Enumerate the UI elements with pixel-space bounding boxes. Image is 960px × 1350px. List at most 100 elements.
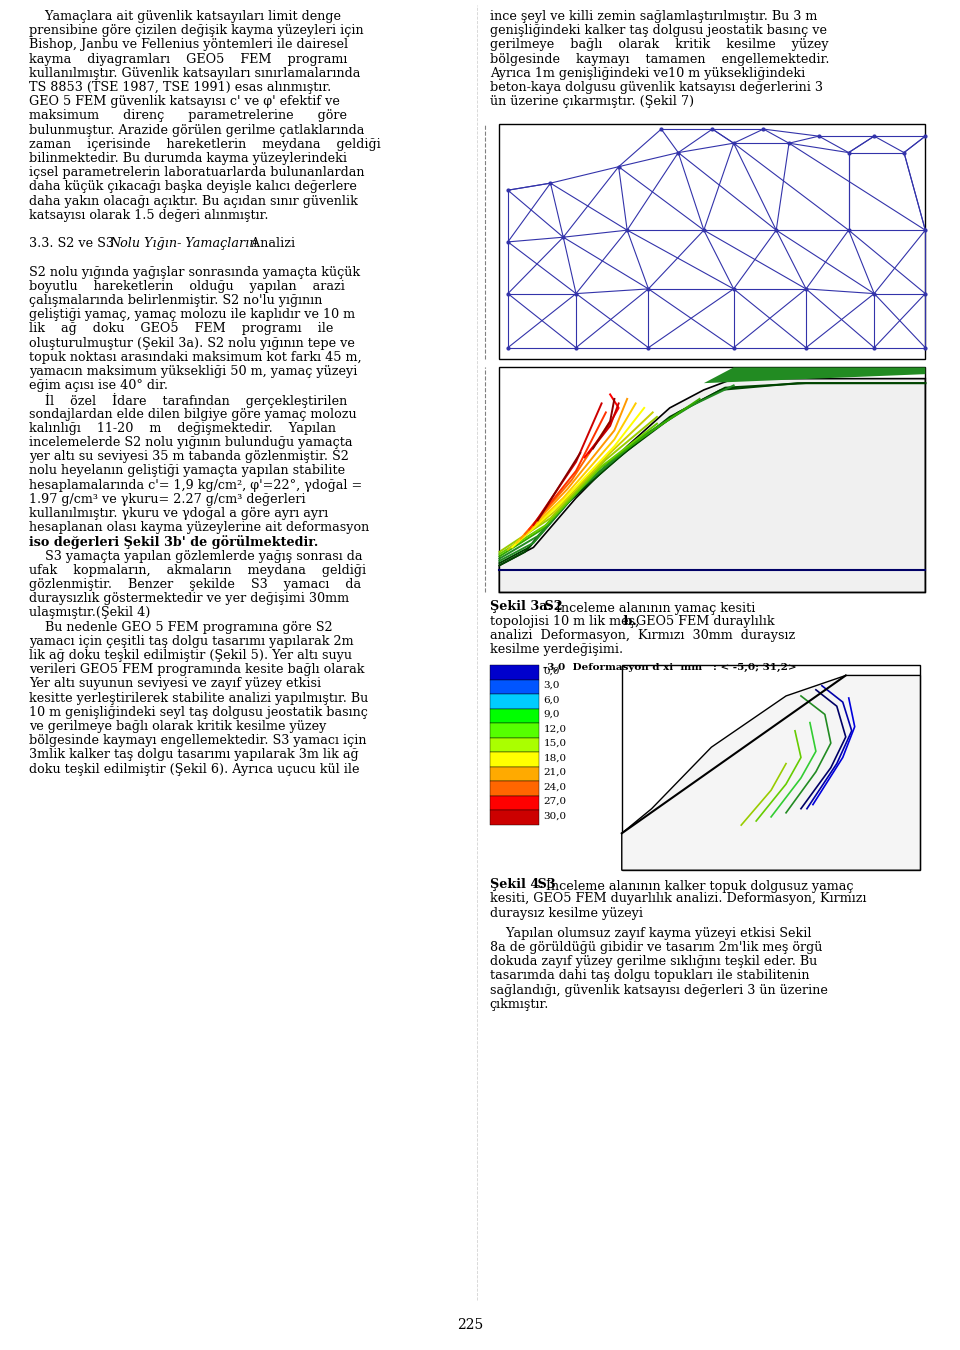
Text: Yamaçlara ait güvenlik katsayıları limit denge: Yamaçlara ait güvenlik katsayıları limit… [30, 9, 342, 23]
Bar [490, 709, 539, 724]
Text: maksimum      direnç      parametrelerine      göre: maksimum direnç parametrelerine göre [30, 109, 348, 123]
Polygon shape [622, 675, 921, 871]
Polygon shape [704, 367, 925, 383]
Bar [490, 694, 539, 709]
Text: kesitte yerleştirilerek stabilite analizi yapılmıştır. Bu: kesitte yerleştirilerek stabilite analiz… [30, 691, 369, 705]
Text: 15,0: 15,0 [543, 738, 566, 748]
Text: Nolu Yığın- Yamaçların: Nolu Yığın- Yamaçların [109, 238, 258, 250]
Text: oluşturulmuştur (Şekil 3a). S2 nolu yığının tepe ve: oluşturulmuştur (Şekil 3a). S2 nolu yığı… [30, 336, 355, 350]
Text: 12,0: 12,0 [543, 724, 566, 733]
Text: nolu heyelanın geliştiği yamaçta yapılan stabilite: nolu heyelanın geliştiği yamaçta yapılan… [30, 464, 346, 478]
Text: doku teşkil edilmiştir (Şekil 6). Ayrıca uçucu kül ile: doku teşkil edilmiştir (Şekil 6). Ayrıca… [30, 763, 360, 776]
Text: daha küçük çıkacağı başka deyişle kalıcı değerlere: daha küçük çıkacağı başka deyişle kalıcı… [30, 181, 357, 193]
Text: hesaplamalarında c'= 1,9 kg/cm², φ'=22°, γdoğal =: hesaplamalarında c'= 1,9 kg/cm², φ'=22°,… [30, 479, 363, 491]
Text: dokuda zayıf yüzey gerilme sıklığını teşkil eder. Bu: dokuda zayıf yüzey gerilme sıklığını teş… [490, 956, 817, 968]
Text: analizi  Deformasyon,  Kırmızı  30mm  duraysız: analizi Deformasyon, Kırmızı 30mm durays… [490, 629, 795, 641]
Text: 0,0: 0,0 [543, 666, 560, 675]
Text: bölgesinde    kaymayı    tamamen    engellemektedir.: bölgesinde kaymayı tamamen engellemekted… [490, 53, 829, 66]
Text: bulunmuştur. Arazide görülen gerilme çatlaklarında: bulunmuştur. Arazide görülen gerilme çat… [30, 124, 365, 136]
Text: ulaşmıştır.(Şekil 4): ulaşmıştır.(Şekil 4) [30, 606, 151, 620]
Text: 27,0: 27,0 [543, 796, 566, 806]
Text: S3: S3 [533, 879, 560, 891]
Text: bilinmektedir. Bu durumda kayma yüzeylerindeki: bilinmektedir. Bu durumda kayma yüzeyler… [30, 153, 348, 165]
Bar [490, 795, 539, 810]
Text: S3 yamaçta yapılan gözlemlerde yağış sonrası da: S3 yamaçta yapılan gözlemlerde yağış son… [30, 549, 363, 563]
Text: incelemelerde S2 nolu yığının bulunduğu yamaçta: incelemelerde S2 nolu yığının bulunduğu … [30, 436, 353, 450]
Text: 18,0: 18,0 [543, 753, 566, 763]
Text: Ayrıca 1m genişliğindeki ve10 m yüksekliğindeki: Ayrıca 1m genişliğindeki ve10 m yüksekli… [490, 66, 804, 80]
Text: beton-kaya dolgusu güvenlik katsayısı değerlerini 3: beton-kaya dolgusu güvenlik katsayısı de… [490, 81, 823, 95]
Text: bölgesinde kaymayı engellemektedir. S3 yamacı için: bölgesinde kaymayı engellemektedir. S3 y… [30, 734, 367, 747]
Text: b.: b. [619, 614, 636, 628]
Bar [622, 666, 921, 871]
Bar [490, 767, 539, 782]
Text: geliştiği yamaç, yamaç molozu ile kaplıdır ve 10 m: geliştiği yamaç, yamaç molozu ile kaplıd… [30, 308, 355, 321]
Bar [490, 679, 539, 694]
Text: İnceleme alanının kalker topuk dolgusuz yamaç: İnceleme alanının kalker topuk dolgusuz … [546, 879, 853, 894]
Text: kesilme yerdeğişimi.: kesilme yerdeğişimi. [490, 643, 623, 656]
Bar [490, 782, 539, 795]
Text: verileri GEO5 FEM programında kesite bağlı olarak: verileri GEO5 FEM programında kesite bağ… [30, 663, 365, 676]
Polygon shape [499, 378, 925, 593]
Text: kullanılmıştır. γkuru ve γdoğal a göre ayrı ayrı: kullanılmıştır. γkuru ve γdoğal a göre a… [30, 508, 328, 520]
Text: 21,0: 21,0 [543, 768, 566, 776]
Text: yamacın maksimum yüksekliği 50 m, yamaç yüzeyi: yamacın maksimum yüksekliği 50 m, yamaç … [30, 364, 358, 378]
Bar [490, 752, 539, 767]
Text: 30,0: 30,0 [543, 811, 566, 821]
Text: sondajlardan elde dilen bilgiye göre yamaç molozu: sondajlardan elde dilen bilgiye göre yam… [30, 408, 357, 421]
Bar [490, 666, 539, 679]
Bar [490, 724, 539, 737]
Text: 3mlik kalker taş dolgu tasarımı yapılarak 3m lik ağ: 3mlik kalker taş dolgu tasarımı yapılara… [30, 748, 359, 761]
Text: Bu nedenle GEO 5 FEM programına göre S2: Bu nedenle GEO 5 FEM programına göre S2 [30, 621, 333, 633]
Text: 10 m genişliğindeki seyl taş dolgusu jeostatik basınç: 10 m genişliğindeki seyl taş dolgusu jeo… [30, 706, 369, 718]
Text: İl    özel    İdare    tarafından    gerçekleştirilen: İl özel İdare tarafından gerçekleştirile… [30, 393, 348, 409]
Text: 6,0: 6,0 [543, 695, 560, 705]
Text: kayma    diyagramları    GEO5    FEM    programı: kayma diyagramları GEO5 FEM programı [30, 53, 348, 66]
Text: gerilmeye    bağlı    olarak    kritik    kesilme    yüzey: gerilmeye bağlı olarak kritik kesilme yü… [490, 38, 828, 51]
Text: ve gerilmeye bağlı olarak kritik kesilme yüzey: ve gerilmeye bağlı olarak kritik kesilme… [30, 720, 326, 733]
Text: 8a de görüldüğü gibidir ve tasarım 2m'lik meş örgü: 8a de görüldüğü gibidir ve tasarım 2m'li… [490, 941, 822, 954]
Text: ufak    kopmaların,    akmaların    meydana    geldiği: ufak kopmaların, akmaların meydana geldi… [30, 564, 367, 576]
Text: İnceleme alanının yamaç kesiti: İnceleme alanının yamaç kesiti [556, 601, 756, 616]
Text: hesaplanan olası kayma yüzeylerine ait deformasyon: hesaplanan olası kayma yüzeylerine ait d… [30, 521, 370, 535]
Text: içsel parametrelerin laboratuarlarda bulunanlardan: içsel parametrelerin laboratuarlarda bul… [30, 166, 365, 180]
Text: Analizi: Analizi [247, 238, 295, 250]
Text: ün üzerine çıkarmıştır. (Şekil 7): ün üzerine çıkarmıştır. (Şekil 7) [490, 96, 694, 108]
Text: 1.97 g/cm³ ve γkuru= 2.27 g/cm³ değerleri: 1.97 g/cm³ ve γkuru= 2.27 g/cm³ değerler… [30, 493, 306, 506]
Text: 24,0: 24,0 [543, 782, 566, 791]
Bar [499, 367, 925, 593]
Text: 3,0: 3,0 [543, 680, 560, 690]
Text: genişliğindeki kalker taş dolgusu jeostatik basınç ve: genişliğindeki kalker taş dolgusu jeosta… [490, 24, 827, 38]
Text: daha yakın olacağı açıktır. Bu açıdan sınır güvenlik: daha yakın olacağı açıktır. Bu açıdan sı… [30, 194, 358, 208]
Text: çıkmıştır.: çıkmıştır. [490, 998, 549, 1011]
Text: sağlandığı, güvenlik katsayısı değerleri 3 ün üzerine: sağlandığı, güvenlik katsayısı değerleri… [490, 984, 828, 996]
Text: Şekil 4.: Şekil 4. [490, 879, 543, 891]
Text: duraysızlık göstermektedir ve yer değişimi 30mm: duraysızlık göstermektedir ve yer değişi… [30, 593, 349, 605]
Text: 225: 225 [457, 1318, 483, 1332]
Text: iso değerleri Şekil 3b' de görülmektedir.: iso değerleri Şekil 3b' de görülmektedir… [30, 536, 319, 549]
Text: S2: S2 [540, 601, 567, 613]
Text: TS 8853 (TSE 1987, TSE 1991) esas alınmıştır.: TS 8853 (TSE 1987, TSE 1991) esas alınmı… [30, 81, 331, 95]
Bar [490, 737, 539, 752]
Text: kullanılmıştır. Güvenlik katsayıları sınırlamalarında: kullanılmıştır. Güvenlik katsayıları sın… [30, 66, 361, 80]
Text: çalışmalarında belirlenmiştir. S2 no'lu yığının: çalışmalarında belirlenmiştir. S2 no'lu … [30, 294, 323, 306]
Text: yer altı su seviyesi 35 m tabanda gözlenmiştir. S2: yer altı su seviyesi 35 m tabanda gözlen… [30, 450, 349, 463]
Text: Bishop, Janbu ve Fellenius yöntemleri ile dairesel: Bishop, Janbu ve Fellenius yöntemleri il… [30, 38, 348, 51]
Text: Yapılan olumsuz zayıf kayma yüzeyi etkisi Sekil: Yapılan olumsuz zayıf kayma yüzeyi etkis… [490, 927, 811, 940]
Text: topuk noktası arasındaki maksimum kot farkı 45 m,: topuk noktası arasındaki maksimum kot fa… [30, 351, 362, 363]
Text: -3,0  Deformasyon d xi  mm   : < -5,0; 31,2>: -3,0 Deformasyon d xi mm : < -5,0; 31,2> [543, 663, 797, 672]
Text: katsayısı olarak 1.5 değeri alınmıştır.: katsayısı olarak 1.5 değeri alınmıştır. [30, 209, 269, 221]
Text: 3.3. S2 ve S3: 3.3. S2 ve S3 [30, 238, 118, 250]
Text: tasarımda dahi taş dolgu topukları ile stabilitenin: tasarımda dahi taş dolgu topukları ile s… [490, 969, 809, 983]
Text: lik    ağ    doku    GEO5    FEM    programı    ile: lik ağ doku GEO5 FEM programı ile [30, 323, 334, 335]
Text: kalınlığı    11-20    m    değişmektedir.    Yapılan: kalınlığı 11-20 m değişmektedir. Yapılan [30, 421, 336, 435]
Text: boyutlu    hareketlerin    olduğu    yapılan    arazi: boyutlu hareketlerin olduğu yapılan araz… [30, 279, 346, 293]
Text: topolojisi 10 m lik meş,: topolojisi 10 m lik meş, [490, 614, 638, 628]
Text: GEO 5 FEM güvenlik katsayısı c' ve φ' efektif ve: GEO 5 FEM güvenlik katsayısı c' ve φ' ef… [30, 96, 340, 108]
Text: eğim açısı ise 40° dir.: eğim açısı ise 40° dir. [30, 379, 168, 393]
Bar [499, 124, 925, 359]
Text: prensibine göre çizilen değişik kayma yüzeyleri için: prensibine göre çizilen değişik kayma yü… [30, 24, 364, 38]
Bar [490, 810, 539, 825]
Text: kesiti, GEO5 FEM duyarlılık analizi. Deformasyon, Kırmızı: kesiti, GEO5 FEM duyarlılık analizi. Def… [490, 892, 866, 906]
Text: Yer altı suyunun seviyesi ve zayıf yüzey etkisi: Yer altı suyunun seviyesi ve zayıf yüzey… [30, 678, 322, 690]
